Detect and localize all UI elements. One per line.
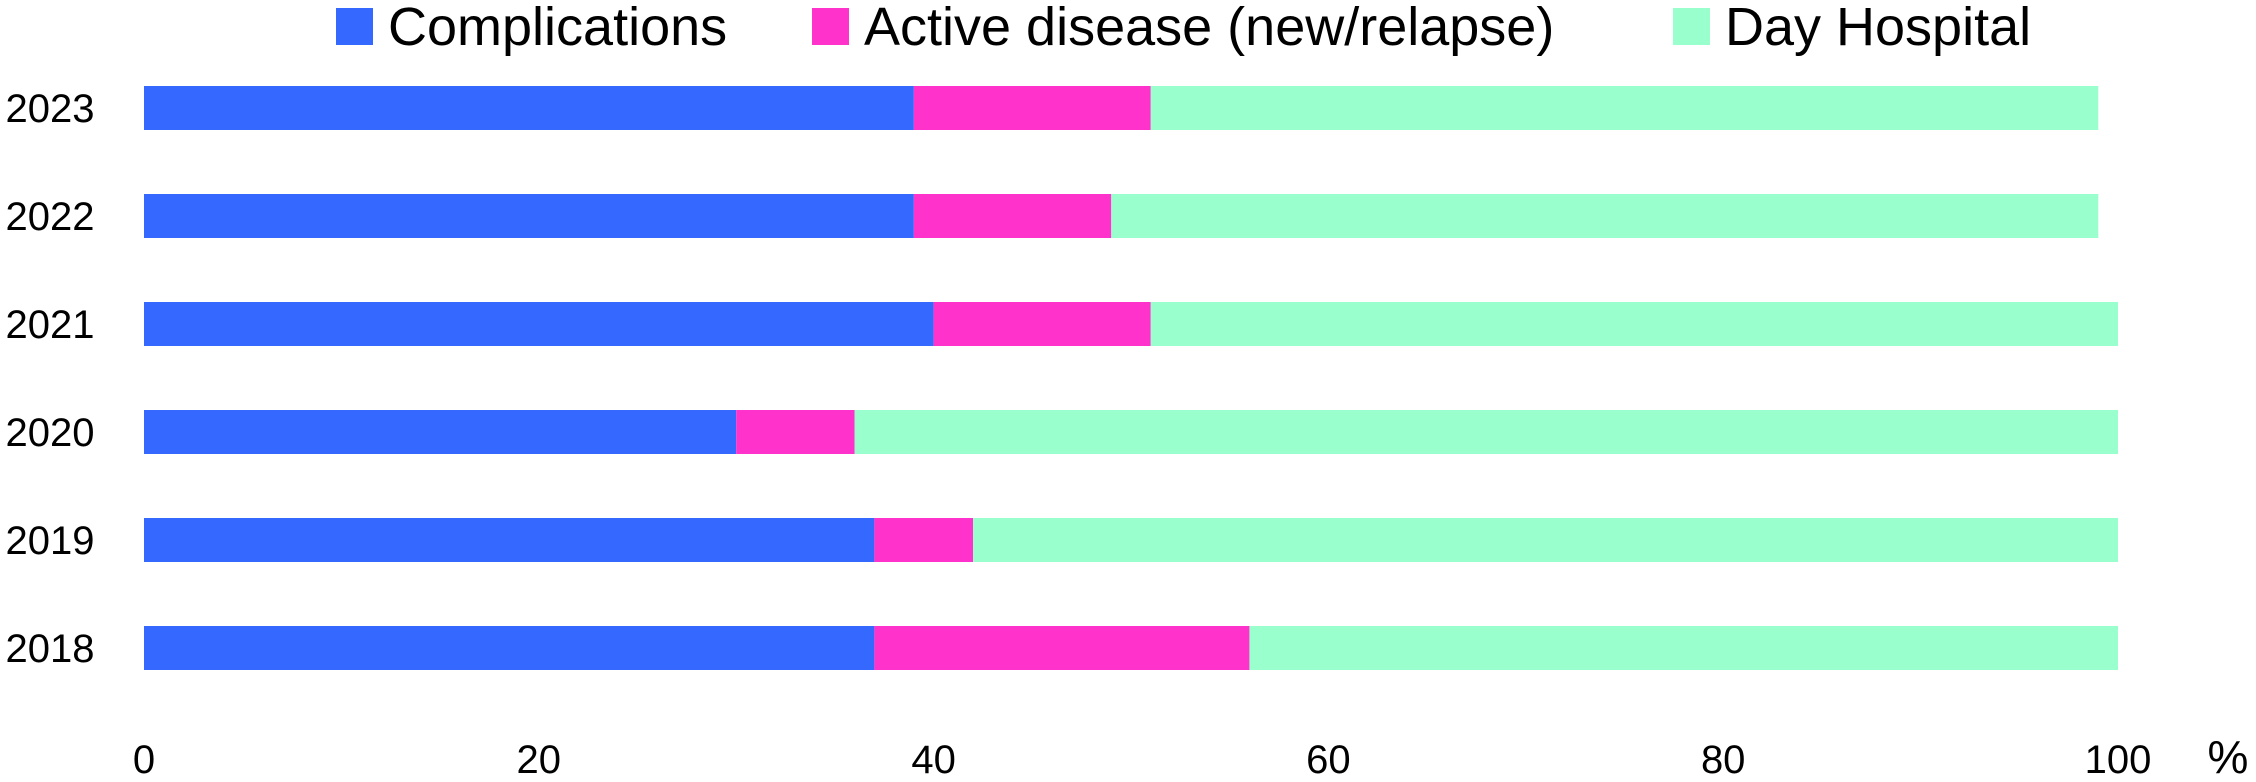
x-tick-label-0: 0 (133, 738, 155, 782)
x-tick-label-40: 40 (911, 738, 956, 782)
x-axis-unit-label: % (2208, 731, 2249, 782)
x-tick-label-60: 60 (1306, 738, 1351, 782)
legend-swatch-complications (336, 8, 373, 45)
bar-2021-active-disease-new-relapse (933, 302, 1151, 346)
category-label-2021: 2021 (6, 303, 95, 347)
bar-2020-complications (144, 410, 737, 454)
category-label-2020: 2020 (6, 411, 95, 455)
bar-2018-day-hospital (1249, 626, 2118, 670)
bar-2018-complications (144, 626, 875, 670)
bar-2021-day-hospital (1150, 302, 2118, 346)
x-tick-label-80: 80 (1701, 738, 1746, 782)
bar-2023-complications (144, 86, 914, 130)
bar-2023-active-disease-new-relapse (913, 86, 1151, 130)
legend-label-complications: Complications (388, 0, 727, 57)
x-axis-ticks: 0 20 40 60 80 100 (133, 738, 2152, 782)
legend-label-active-disease-new-relapse: Active disease (new/relapse) (864, 0, 1554, 57)
bar-2020-day-hospital (854, 410, 2118, 454)
legend: Complications Active disease (new/relapse… (336, 0, 2031, 57)
legend-swatch-day-hospital (1673, 8, 1710, 45)
bar-2022-active-disease-new-relapse (913, 194, 1112, 238)
bar-2023-day-hospital (1150, 86, 2099, 130)
bar-2019-active-disease-new-relapse (874, 518, 974, 562)
legend-label-day-hospital: Day Hospital (1725, 0, 2031, 57)
category-label-2023: 2023 (6, 87, 95, 131)
bar-2021-complications (144, 302, 934, 346)
x-tick-label-20: 20 (517, 738, 562, 782)
bar-2020-active-disease-new-relapse (736, 410, 855, 454)
category-label-2019: 2019 (6, 519, 95, 563)
bar-2018-active-disease-new-relapse (874, 626, 1250, 670)
legend-swatch-active-disease-new-relapse (812, 8, 849, 45)
category-label-2022: 2022 (6, 195, 95, 239)
bar-2022-complications (144, 194, 914, 238)
category-labels: 2023 2022 2021 2020 2019 2018 (6, 87, 95, 671)
bar-2022-day-hospital (1111, 194, 2099, 238)
category-label-2018: 2018 (6, 627, 95, 671)
bar-2019-day-hospital (973, 518, 2118, 562)
x-tick-label-100: 100 (2085, 738, 2152, 782)
bar-2019-complications (144, 518, 875, 562)
bars (144, 86, 2118, 670)
